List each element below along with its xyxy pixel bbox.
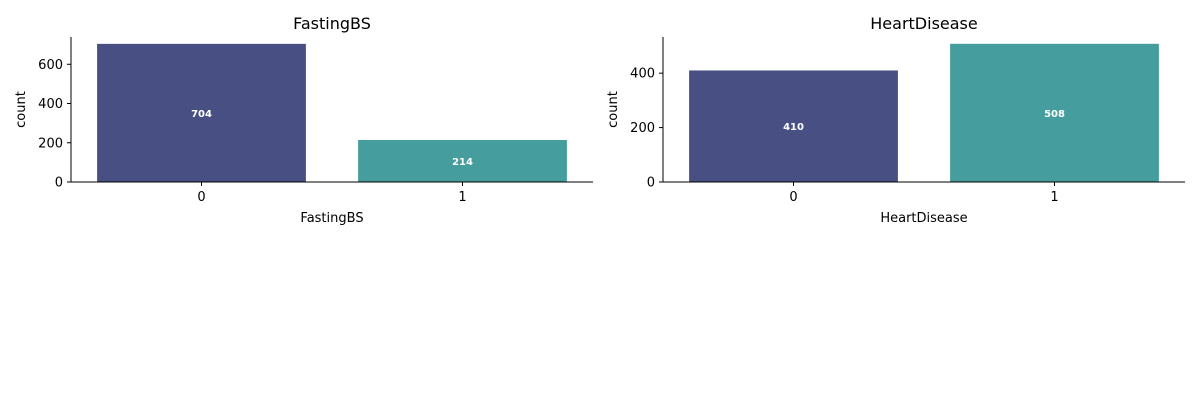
- y-axis-label: count: [14, 91, 29, 128]
- x-tick-label: 0: [197, 190, 205, 205]
- y-tick-label: 0: [55, 176, 63, 191]
- bar-value-label: 214: [452, 157, 473, 168]
- y-tick-label: 400: [38, 97, 63, 112]
- x-axis-label: HeartDisease: [880, 211, 967, 226]
- bar-0: [97, 43, 306, 183]
- chart-fastingbs: FastingBS FastingBS count 704 214 0 1 0 200 4…: [14, 14, 593, 226]
- bar-1: [950, 43, 1159, 183]
- chart-heartdisease: HeartDisease HeartDisease count 410 508 0…: [606, 14, 1185, 226]
- y-tick-label: 400: [630, 67, 655, 82]
- chart-title: FastingBS: [293, 14, 371, 33]
- x-axis-label: FastingBS: [300, 211, 363, 226]
- y-axis-label: count: [606, 91, 621, 128]
- ticks: 0 1 0 200 400: [630, 67, 1058, 205]
- bars: 704 214: [97, 43, 567, 183]
- bars: 410 508: [689, 43, 1159, 183]
- ticks: 0 1 0 200 400 600: [38, 58, 466, 205]
- x-tick-label: 1: [1050, 190, 1058, 205]
- y-tick-label: 600: [38, 58, 63, 73]
- x-tick-label: 0: [789, 190, 797, 205]
- y-tick-label: 0: [647, 176, 655, 191]
- bar-0: [689, 70, 898, 182]
- bar-value-label: 508: [1044, 109, 1065, 120]
- bar-value-label: 410: [783, 122, 804, 133]
- x-tick-label: 1: [458, 190, 466, 205]
- bar-value-label: 704: [191, 109, 212, 120]
- chart-title: HeartDisease: [870, 14, 977, 33]
- y-tick-label: 200: [630, 121, 655, 136]
- y-tick-label: 200: [38, 136, 63, 151]
- bar-1: [358, 140, 567, 182]
